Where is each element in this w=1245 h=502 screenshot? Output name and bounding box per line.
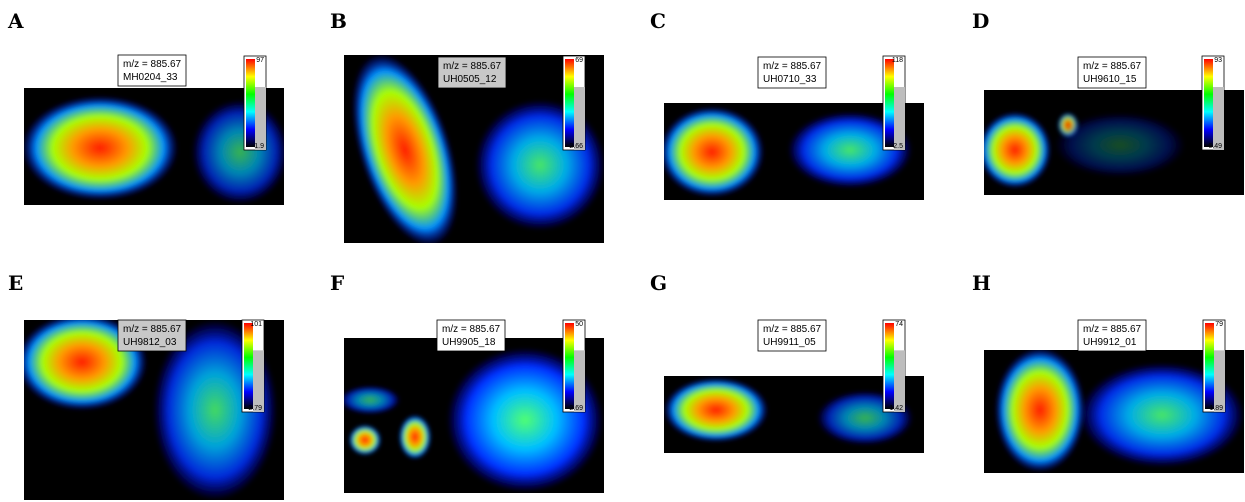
colorbar-max: 79 [1215, 321, 1223, 328]
colorbar-min: 2.69 [569, 405, 583, 412]
colorbar-min: 2.79 [248, 405, 262, 412]
panel-letter: E [8, 271, 23, 295]
colorbar-min: 1.9 [254, 143, 264, 150]
colorbar-min: 1.42 [889, 405, 903, 412]
colorbar [1205, 323, 1214, 409]
colorbar-min: 1.89 [1209, 405, 1223, 412]
colorbar-min: 2.66 [569, 143, 583, 150]
colorbar-shade [894, 87, 905, 150]
colorbar-max: 74 [895, 321, 903, 328]
figure: Am/z = 885.67 MH0204_33 97 1.9 Bm/z = 885.67… [0, 0, 1245, 502]
colorbar-min: 2.5 [893, 143, 903, 150]
sample-label: UH9911_05 [763, 337, 816, 348]
tissue-signal [192, 100, 288, 204]
sample-label: UH9610_15 [1083, 74, 1137, 85]
panel: Cm/z = 885.67 UH0710_33 118 2.5 [650, 9, 924, 200]
tissue-signal [340, 386, 400, 414]
colorbar-shade [255, 87, 266, 150]
mz-label: m/z = 885.67 [123, 324, 182, 335]
colorbar [565, 323, 574, 409]
colorbar-shade [574, 350, 585, 412]
mz-label: m/z = 885.67 [763, 61, 822, 72]
tissue-signal [475, 100, 605, 230]
mz-label: m/z = 885.67 [1083, 61, 1142, 72]
tissue-signal [995, 348, 1085, 472]
panel-letter: B [330, 9, 347, 33]
colorbar-max: 93 [1214, 57, 1222, 64]
sample-label: UH0710_33 [763, 74, 817, 85]
panel: Dm/z = 885.67 UH9610_15 93 6.49 [972, 9, 1244, 195]
mz-label: m/z = 885.67 [763, 324, 822, 335]
panel-letter: C [650, 9, 666, 33]
panel: Em/z = 885.67 UH9812_03 101 2.79 [8, 271, 284, 500]
tissue-signal [979, 112, 1051, 188]
tissue-signal [22, 96, 178, 200]
colorbar-max: 97 [256, 57, 264, 64]
sample-label: UH9905_18 [442, 337, 496, 348]
colorbar-shade [1214, 350, 1225, 412]
panel: Am/z = 885.67 MH0204_33 97 1.9 [7, 9, 288, 205]
colorbar [565, 59, 574, 147]
panel-letter: H [972, 271, 991, 295]
panel-letter: A [7, 9, 24, 33]
colorbar [885, 59, 894, 147]
tissue-signal [399, 415, 431, 459]
panel-letter: D [972, 9, 989, 33]
colorbar-max: 69 [575, 57, 583, 64]
colorbar [1204, 59, 1213, 147]
sample-label: UH0505_12 [443, 74, 497, 85]
page: Am/z = 885.67 MH0204_33 97 1.9 Bm/z = 885.67… [0, 0, 1245, 502]
colorbar [246, 59, 255, 147]
colorbar-shade [253, 350, 264, 412]
colorbar-shade [894, 350, 905, 412]
mz-label: m/z = 885.67 [1083, 324, 1142, 335]
tissue-signal [660, 107, 764, 197]
colorbar [885, 323, 894, 409]
colorbar-min: 6.49 [1208, 143, 1222, 150]
colorbar-max: 101 [250, 321, 262, 328]
mz-label: m/z = 885.67 [442, 324, 501, 335]
panel: Bm/z = 885.67 UH0505_12 69 2.66 [330, 9, 605, 259]
panel-letter: G [650, 271, 667, 295]
colorbar [244, 323, 253, 409]
tissue-signal [349, 425, 381, 455]
sample-label: UH9912_01 [1083, 337, 1137, 348]
mz-label: m/z = 885.67 [123, 59, 182, 70]
sample-label: MH0204_33 [123, 72, 178, 83]
colorbar-max: 50 [575, 321, 583, 328]
panel: Gm/z = 885.67 UH9911_05 74 1.42 [650, 271, 924, 453]
panel-letter: F [330, 271, 344, 295]
panel: Hm/z = 885.67 UH9912_01 79 1.89 [972, 271, 1244, 473]
mz-label: m/z = 885.67 [443, 61, 502, 72]
sample-label: UH9812_03 [123, 337, 177, 348]
colorbar-shade [1213, 87, 1224, 150]
colorbar-max: 118 [892, 57, 903, 64]
panel: Fm/z = 885.67 UH9905_18 50 2.69 [330, 271, 604, 493]
tissue-signal [1055, 113, 1185, 177]
colorbar-shade [574, 87, 585, 150]
tissue-signal [664, 378, 768, 442]
